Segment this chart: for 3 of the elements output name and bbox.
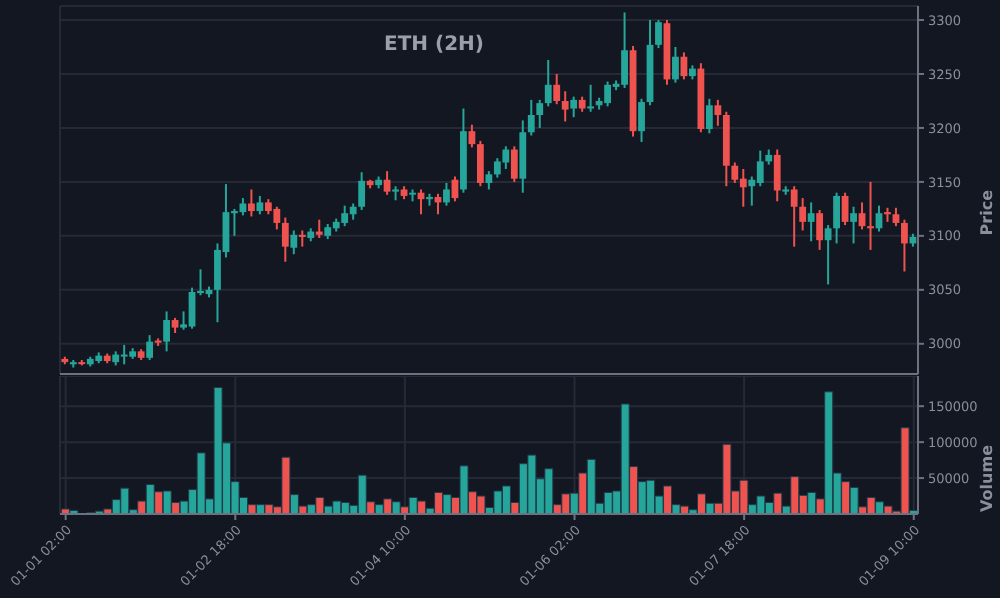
text: ETH (2H): [384, 34, 484, 56]
y-axis-title: Volume: [977, 443, 996, 512]
y-axis-title: Price: [977, 188, 996, 236]
